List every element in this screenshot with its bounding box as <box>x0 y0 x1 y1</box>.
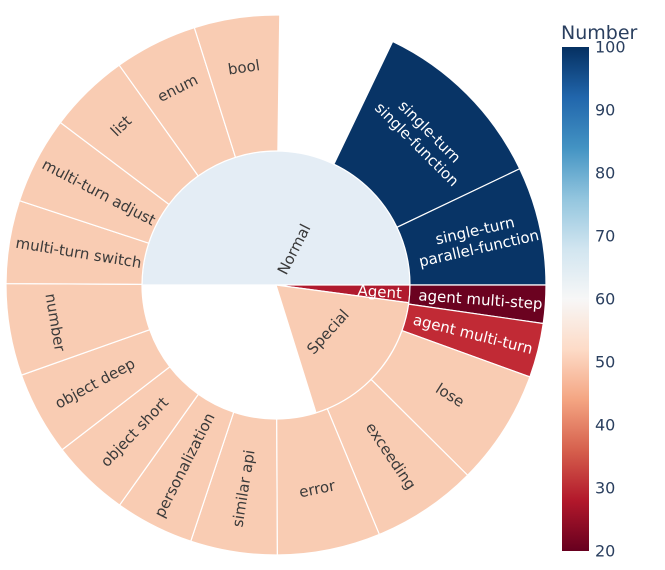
colorbar-tick-label: 50 <box>595 353 615 372</box>
colorbar-tick-label: 70 <box>595 227 615 246</box>
colorbar-tick-label: 20 <box>595 542 615 561</box>
colorbar-ticks: 20 30 40 50 60 70 80 90 100 <box>595 38 626 561</box>
colorbar-tick-label: 60 <box>595 290 615 309</box>
colorbar-tick-label: 80 <box>595 164 615 183</box>
colorbar-tick-label: 90 <box>595 101 615 120</box>
child-segment-bool[interactable] <box>193 14 281 159</box>
colorbar-gradient <box>562 47 589 551</box>
child-label-bool: bool <box>227 56 261 78</box>
sunburst: NormalAgentSpecialsingle-turnsingle-func… <box>5 14 547 556</box>
colorbar-tick-label: 40 <box>595 416 615 435</box>
colorbar-tick-label: 100 <box>595 38 626 57</box>
child-segment-error[interactable] <box>276 408 381 556</box>
colorbar: Number 20 30 40 50 60 70 80 90 100 <box>561 22 638 561</box>
colorbar-title: Number <box>561 22 638 44</box>
parent-label-agent: Agent <box>357 281 403 302</box>
colorbar-tick-label: 30 <box>595 479 615 498</box>
child-label-single-turn-parallel-function: single-turnparallel-function <box>413 208 540 270</box>
